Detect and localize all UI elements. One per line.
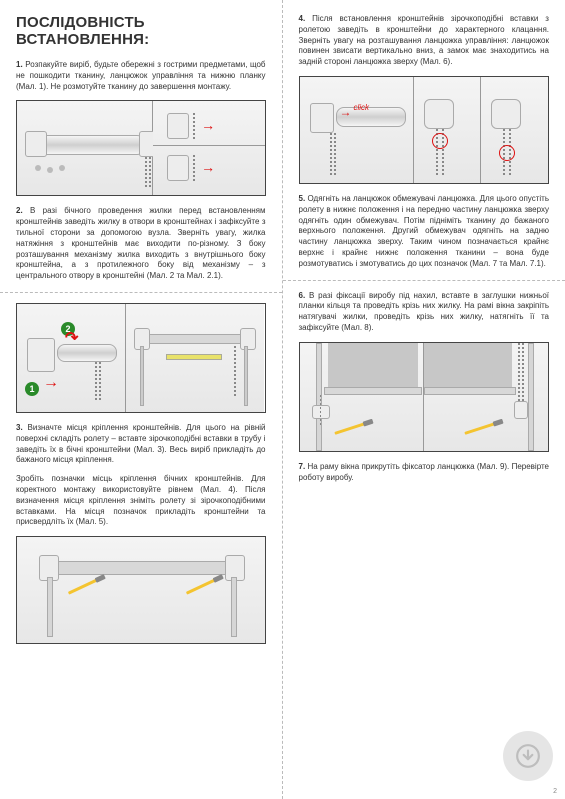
- page-number: 2: [553, 788, 557, 795]
- arrow-icon: →: [201, 159, 215, 175]
- curve-arrow-icon: ↷: [65, 328, 78, 348]
- step7-body: На раму вікна прикрутіть фіксатор ланцюж…: [299, 462, 550, 482]
- step1-number: 1.: [16, 60, 23, 69]
- step4-text: 4. Після встановлення кронштейнів зірочк…: [299, 14, 550, 68]
- divider: [283, 280, 565, 281]
- step2-number: 2.: [16, 206, 23, 215]
- click-label: click: [354, 103, 370, 112]
- step7-text: 7. На раму вікна прикрутіть фіксатор лан…: [299, 462, 550, 484]
- step3-number: 3.: [16, 423, 23, 432]
- green-step-1: 1: [25, 382, 39, 396]
- left-column: ПОСЛІДОВНІСТЬ ВСТАНОВЛЕННЯ: 1. Розпакуйт…: [0, 0, 283, 799]
- watermark-icon: [503, 731, 553, 781]
- arrow-icon: →: [340, 105, 352, 119]
- step6-number: 6.: [299, 291, 306, 300]
- figure-3-4-box: Мал. 3 1 2 → ↷ Мал. 4: [16, 303, 266, 413]
- step2-body: В разі бічного проведення жилки перед вс…: [16, 206, 266, 280]
- arrow-icon: →: [43, 374, 59, 392]
- step6-body: В разі фіксації виробу під нахил, вставт…: [299, 291, 550, 332]
- page-title: ПОСЛІДОВНІСТЬ ВСТАНОВЛЕННЯ:: [16, 14, 266, 48]
- figure-5-box: Мал. 5: [16, 536, 266, 644]
- figure-8-9-box: Мал. 8 Мал. 9: [299, 342, 550, 452]
- step3-body-a: Визначте місця кріплення кронштейнів. Дл…: [16, 423, 266, 464]
- step4-body: Після встановлення кронштейнів зірочкопо…: [299, 14, 550, 66]
- step4-number: 4.: [299, 14, 306, 23]
- arrow-icon: →: [201, 117, 215, 133]
- step3-text-a: 3. Визначте місця кріплення кронштейнів.…: [16, 423, 266, 466]
- step5-text: 5. Одягніть на ланцюжок обмежувачі ланцю…: [299, 194, 550, 270]
- step1-body: Розпакуйте виріб, будьте обережні з гост…: [16, 60, 266, 91]
- step3-text-b: Зробіть позначки місць кріплення бічних …: [16, 474, 266, 528]
- step2-text: 2. В разі бічного проведення жилки перед…: [16, 206, 266, 282]
- right-column: 4. Після встановлення кронштейнів зірочк…: [283, 0, 565, 799]
- step7-number: 7.: [299, 462, 306, 471]
- step6-text: 6. В разі фіксації виробу під нахил, вст…: [299, 291, 550, 334]
- step5-number: 5.: [299, 194, 306, 203]
- step1-text: 1. Розпакуйте виріб, будьте обережні з г…: [16, 60, 266, 92]
- figure-1-2-box: Мал. 1 Мал. 2 Мал. 2.1: [16, 100, 266, 196]
- figure-6-7-box: Мал. 6 → click Мал. 7: [299, 76, 550, 184]
- divider: [0, 292, 282, 293]
- step5-body: Одягніть на ланцюжок обмежувачі ланцюжка…: [299, 194, 550, 268]
